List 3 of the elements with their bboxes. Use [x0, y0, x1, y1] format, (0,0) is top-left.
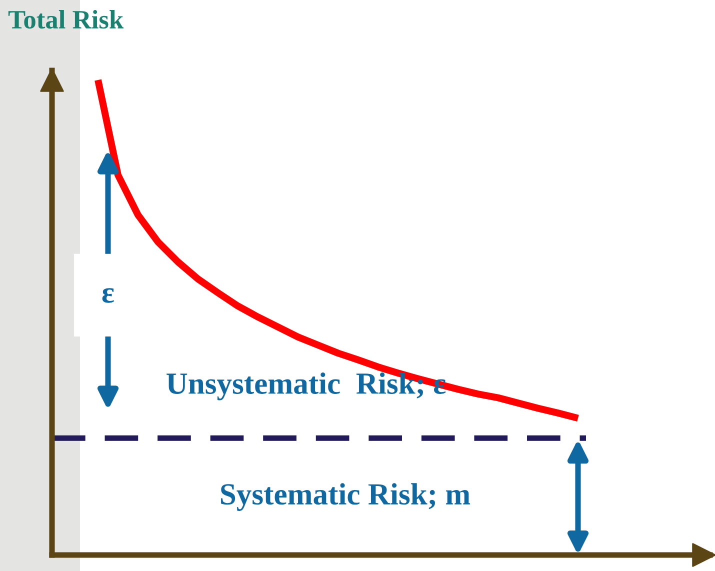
chart-title: Total Risk: [8, 10, 124, 29]
annotation: ε: [102, 288, 114, 303]
annotation: Systematic Risk; m: [221, 483, 470, 511]
